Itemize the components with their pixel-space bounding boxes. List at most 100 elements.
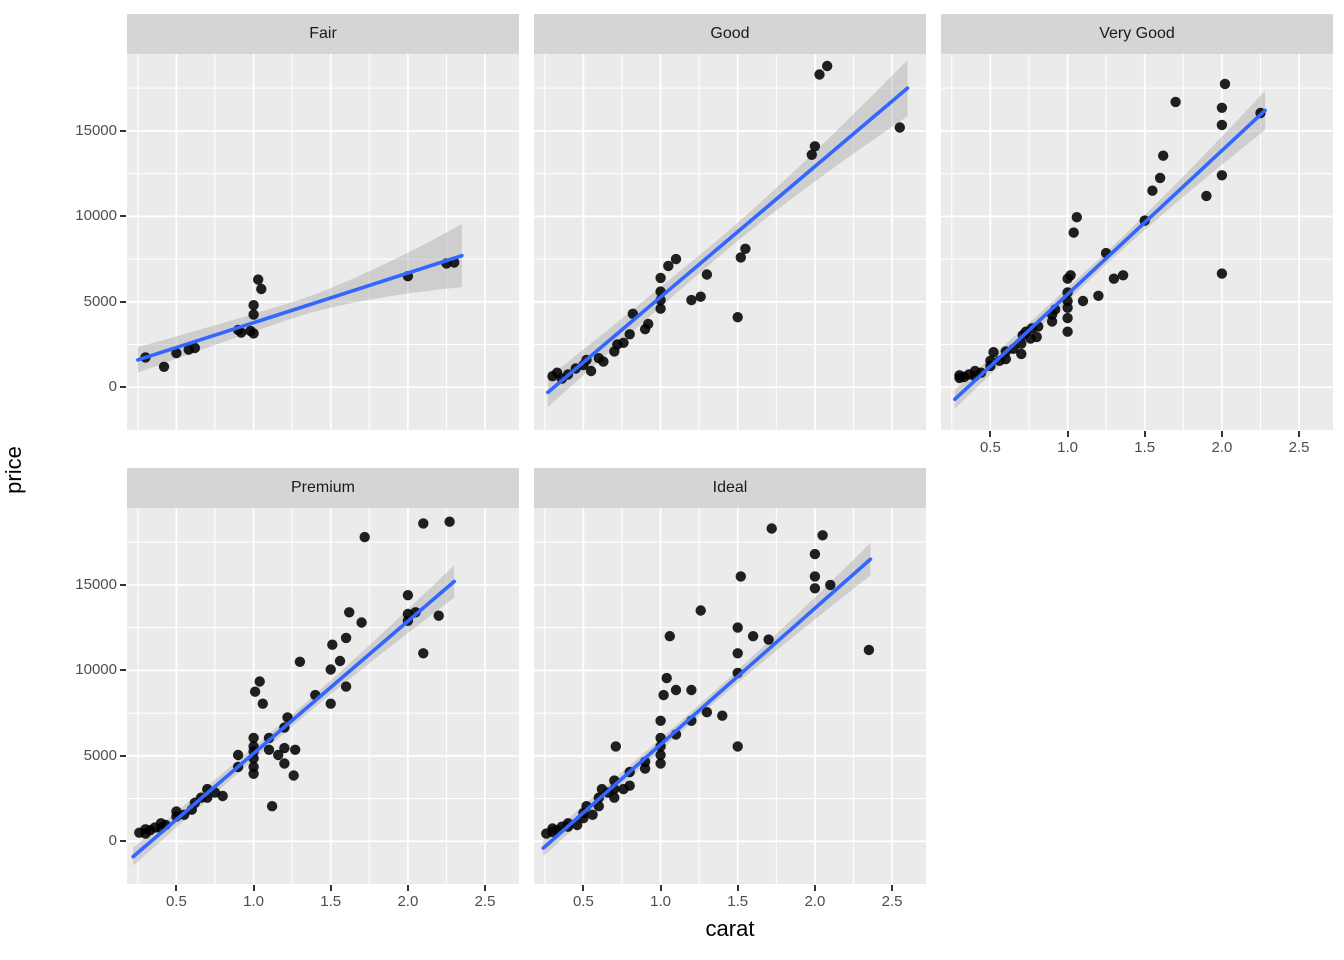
x-tick-mark [1066, 431, 1069, 437]
facet-strip-ideal: Ideal [534, 468, 926, 508]
data-point [433, 610, 444, 621]
data-point [822, 60, 833, 72]
x-tick-label: 2.0 [1211, 439, 1233, 456]
data-point [1147, 185, 1158, 196]
panel-background [534, 508, 926, 884]
data-point [1108, 273, 1120, 284]
data-point [735, 571, 746, 582]
x-tick-label: 0.5 [572, 893, 594, 910]
data-point [655, 272, 666, 284]
data-point [1068, 227, 1079, 238]
panel-background [127, 54, 519, 430]
data-point [279, 742, 290, 754]
y-tick-label: 15000 [75, 121, 117, 139]
panel-background [534, 54, 926, 430]
data-point [670, 253, 682, 265]
regression-line [131, 579, 456, 859]
data-point [624, 780, 635, 791]
x-axis-title: carat [705, 916, 755, 941]
data-point [249, 686, 261, 697]
data-point [825, 579, 836, 591]
data-point [817, 530, 828, 541]
data-point [732, 648, 743, 659]
data-point [1016, 348, 1027, 360]
facet-strip-fair: Fair [127, 14, 519, 54]
data-point [1093, 290, 1104, 301]
x-tick-label: 2.5 [881, 893, 903, 910]
panel-ideal [534, 508, 926, 884]
data-point [806, 149, 817, 160]
y-tick-mark [120, 840, 126, 843]
y-tick-mark [120, 215, 126, 218]
data-point [1216, 119, 1228, 131]
data-point [664, 631, 675, 642]
data-point [248, 328, 259, 339]
data-point [610, 741, 621, 752]
data-point [701, 269, 713, 280]
data-point [217, 790, 228, 802]
y-tick-label: 10000 [75, 207, 117, 225]
x-tick-mark [1298, 431, 1301, 437]
data-point [418, 648, 429, 659]
x-tick-mark [406, 885, 409, 891]
panel-background [941, 54, 1333, 430]
x-tick-mark [252, 885, 255, 891]
y-tick-label: 0 [108, 378, 117, 396]
x-tick-label: 1.0 [650, 893, 671, 910]
data-point [670, 684, 682, 696]
x-tick-label: 1.0 [243, 893, 264, 910]
data-point [598, 356, 609, 367]
data-point [658, 689, 669, 701]
x-tick-mark [175, 885, 178, 891]
x-tick-label: 0.5 [979, 439, 1001, 456]
data-point [340, 681, 352, 692]
data-point [643, 318, 654, 330]
data-point [1117, 270, 1129, 281]
y-tick-label: 10000 [75, 661, 117, 679]
data-point [763, 634, 774, 645]
data-point [740, 243, 751, 254]
x-tick-label: 1.0 [1057, 439, 1078, 456]
regression-line [541, 557, 873, 850]
x-tick-label: 2.0 [397, 893, 419, 910]
data-point [1062, 312, 1073, 324]
panel-good [534, 54, 926, 430]
data-point [732, 622, 743, 633]
data-point [1201, 190, 1212, 202]
data-point [290, 744, 301, 755]
data-point [288, 770, 299, 781]
data-point [189, 342, 201, 354]
y-tick-label: 5000 [83, 746, 117, 764]
data-point [618, 337, 629, 348]
data-point [735, 252, 746, 263]
regression-line [546, 86, 910, 395]
data-point [273, 749, 284, 761]
data-point [402, 590, 414, 601]
data-point [587, 809, 598, 820]
data-point [988, 347, 999, 358]
x-tick-mark [582, 885, 585, 891]
data-point [279, 758, 290, 769]
facet-strip-good: Good [534, 14, 926, 54]
data-point [1031, 331, 1042, 343]
x-tick-mark [484, 885, 487, 891]
x-tick-mark [1220, 431, 1223, 437]
data-point [444, 516, 455, 527]
data-point [732, 741, 743, 752]
data-point [809, 548, 821, 560]
panel-fair [127, 54, 519, 430]
data-point [263, 744, 275, 755]
data-point [809, 583, 821, 594]
data-point [253, 274, 264, 285]
data-point [334, 655, 346, 667]
y-tick-label: 15000 [75, 575, 117, 593]
data-point [686, 684, 697, 696]
data-point [766, 523, 777, 534]
data-point [257, 698, 268, 709]
data-point [266, 801, 278, 812]
y-tick-label: 0 [108, 832, 117, 850]
x-tick-mark [659, 885, 662, 891]
data-point [809, 571, 821, 582]
data-point [248, 300, 259, 311]
data-point [663, 260, 674, 272]
